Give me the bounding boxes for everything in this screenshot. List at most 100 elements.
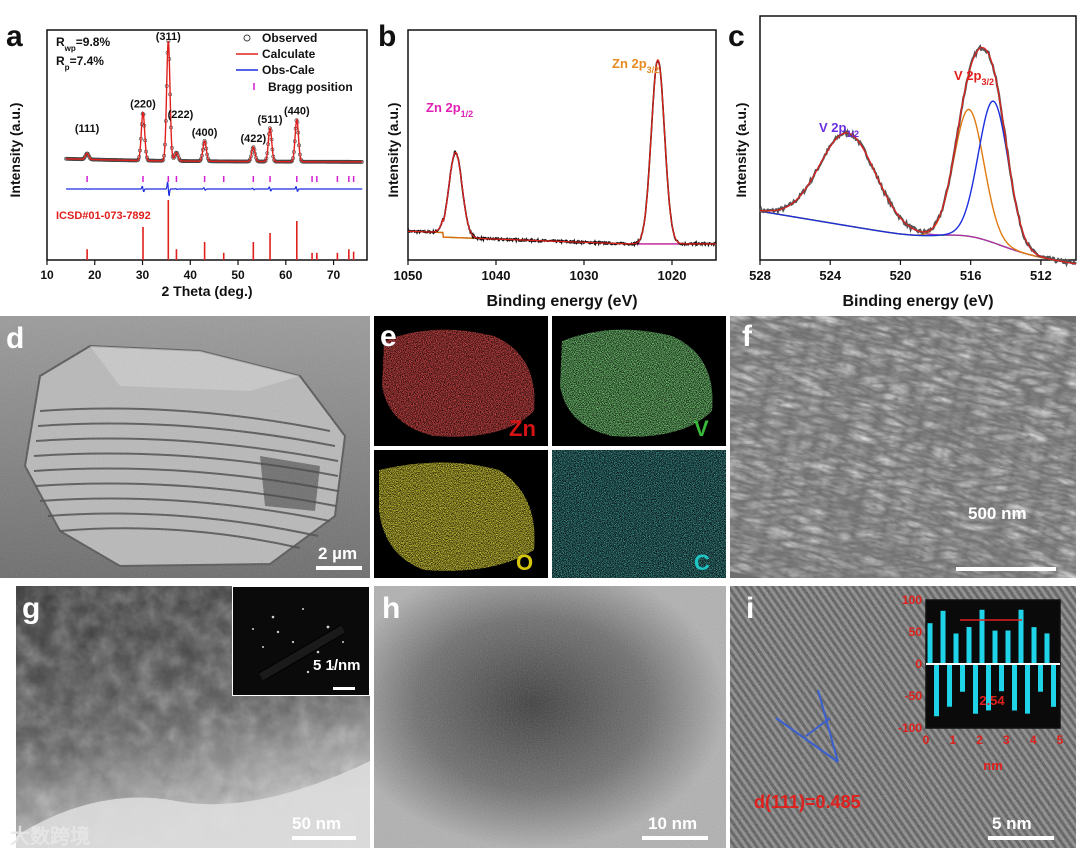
hkl-label-4: (400) [192, 127, 218, 139]
v-2p32-fit-b [759, 100, 1077, 265]
zn-observed-curve [407, 59, 717, 248]
hkl-label-2: (311) [156, 31, 181, 43]
saed-scale-bar [333, 687, 355, 690]
b-x-tick-label-1: 1040 [482, 268, 511, 283]
a-x-tick-label-4: 50 [231, 268, 245, 282]
o-map-image [379, 462, 535, 571]
xrd-legend: Observed Calculate Obs-Cale Bragg positi… [236, 31, 353, 94]
line-profile-inset: 0 1 2 3 4 5 100 50 0 -50 -100 2.54 nm [898, 593, 1064, 773]
o-map-label: O [516, 550, 534, 575]
rp-stat: Rp=7.4% [56, 54, 104, 72]
legend-bragg: Bragg position [268, 80, 353, 94]
profile-bar-14 [1018, 609, 1024, 664]
i-x-tick-label-4: 4 [1030, 733, 1037, 747]
a-x-tick-label-1: 20 [88, 268, 102, 282]
c-x-tick-label-0: 528 [749, 268, 771, 283]
c-map-label: C [694, 550, 710, 575]
v-envelope-curve [759, 46, 1077, 265]
hkl-label-1: (220) [130, 99, 156, 111]
legend-observed-marker [243, 34, 251, 42]
profile-bar-8 [979, 609, 985, 664]
profile-bar-17 [1038, 664, 1044, 692]
profile-bar-10 [992, 630, 998, 664]
eds-map-o: O [374, 450, 548, 578]
v-map-label: V [694, 416, 709, 441]
rwp-stat: Rwp=9.8% [56, 35, 110, 53]
eds-map-zn: Zn [374, 316, 548, 446]
v-x-axis-label: Binding energy (eV) [842, 293, 993, 310]
i-y-tick-label-4: -100 [898, 721, 922, 735]
i-y-tick-label-2: 0 [915, 657, 922, 671]
xrd-chart: 10 20 30 40 50 60 70 (111) (220) (311) (222) (400)… [7, 29, 368, 299]
sem-image-panel: 2 µm [0, 316, 370, 578]
hkl-label-0: (111) [75, 123, 100, 135]
i-y-tick-label-3: -50 [905, 689, 923, 703]
hrtem-image [374, 586, 726, 848]
hrtem-scale-label: 10 nm [648, 814, 698, 833]
profile-bar-3 [947, 664, 953, 707]
panel-label-a: a [6, 20, 23, 53]
lattice-scale-label: 5 nm [992, 814, 1032, 833]
c-x-tick-label-1: 524 [819, 268, 841, 283]
panel-label-d: d [6, 322, 25, 355]
profile-bar-11 [999, 664, 1005, 692]
hkl-label-3: (222) [168, 109, 194, 121]
profile-bar-9 [986, 664, 992, 711]
panel-label-b: b [378, 20, 397, 53]
profile-bar-5 [960, 664, 966, 692]
i-x-tick-label-5: 5 [1057, 733, 1064, 747]
c-x-tick-label-2: 520 [890, 268, 912, 283]
zn-2p12-label: Zn 2p1/2 [426, 100, 473, 119]
profile-bar-16 [1031, 627, 1037, 664]
legend-obs-cale: Obs-Cale [262, 63, 315, 77]
b-x-tick-label-2: 1030 [570, 268, 599, 283]
panel-label-e: e [380, 320, 397, 353]
xrd-plot-frame [46, 29, 368, 261]
profile-bar-13 [1012, 664, 1018, 711]
eds-map-v: V [552, 316, 726, 446]
v-map-image [560, 329, 713, 437]
sem-particle-image [0, 316, 370, 578]
hkl-label-5: (422) [240, 133, 266, 145]
zn-y-axis-label: Intensity (a.u.) [385, 103, 401, 198]
hkl-label-6: (511) [258, 114, 283, 126]
zn-map-label: Zn [509, 416, 536, 441]
v-y-axis-label: Intensity (a.u.) [733, 103, 749, 198]
c-x-tick-label-4: 512 [1030, 268, 1052, 283]
i-x-tick-label-2: 2 [976, 733, 983, 747]
hkl-label-7: (440) [284, 106, 310, 118]
legend-observed: Observed [262, 31, 317, 45]
profile-bar-0 [927, 623, 933, 664]
saed-inset: 5 1/nm [232, 586, 370, 696]
sem-highmag-scale-bar [956, 567, 1056, 571]
i-y-tick-label-1: 50 [909, 625, 923, 639]
sem-highmag-image [730, 316, 1076, 578]
profile-bar-15 [1025, 664, 1031, 714]
legend-calculate: Calculate [262, 47, 316, 61]
xrd-y-axis-label: Intensity (a.u.) [7, 103, 23, 198]
sem-highmag-panel: 500 nm [730, 316, 1076, 578]
profile-bar-1 [934, 664, 940, 717]
panel-label-c: c [728, 20, 745, 53]
a-x-tick-label-6: 70 [327, 268, 341, 282]
saed-scale-label: 5 1/nm [313, 657, 361, 674]
lattice-panel: d(111)=0.485 5 nm [730, 586, 1076, 848]
hrtem-panel: 10 nm [374, 586, 726, 848]
profile-bar-6 [966, 627, 972, 664]
c-x-tick-label-3: 516 [960, 268, 982, 283]
zn-plot-frame [407, 29, 717, 261]
i-x-tick-label-0: 0 [923, 733, 930, 747]
v-2p12-label: V 2p1/2 [819, 120, 859, 139]
icsd-reference-label: ICSD#01-073-7892 [56, 210, 151, 222]
xrd-x-axis-label: 2 Theta (deg.) [161, 283, 252, 299]
i-y-tick-label-0: 100 [902, 593, 922, 607]
zn-x-axis-label: Binding energy (eV) [486, 293, 637, 310]
zn-2p32-label: Zn 2p3/2 [612, 56, 659, 75]
profile-bar-7 [973, 664, 979, 714]
eds-map-c: C [552, 450, 726, 578]
line-profile-x-label: nm [983, 758, 1003, 773]
watermark: 大数跨境 [10, 824, 90, 848]
a-x-tick-label-2: 30 [136, 268, 150, 282]
sem-scale-label: 2 µm [318, 544, 358, 563]
a-x-tick-label-3: 40 [184, 268, 198, 282]
